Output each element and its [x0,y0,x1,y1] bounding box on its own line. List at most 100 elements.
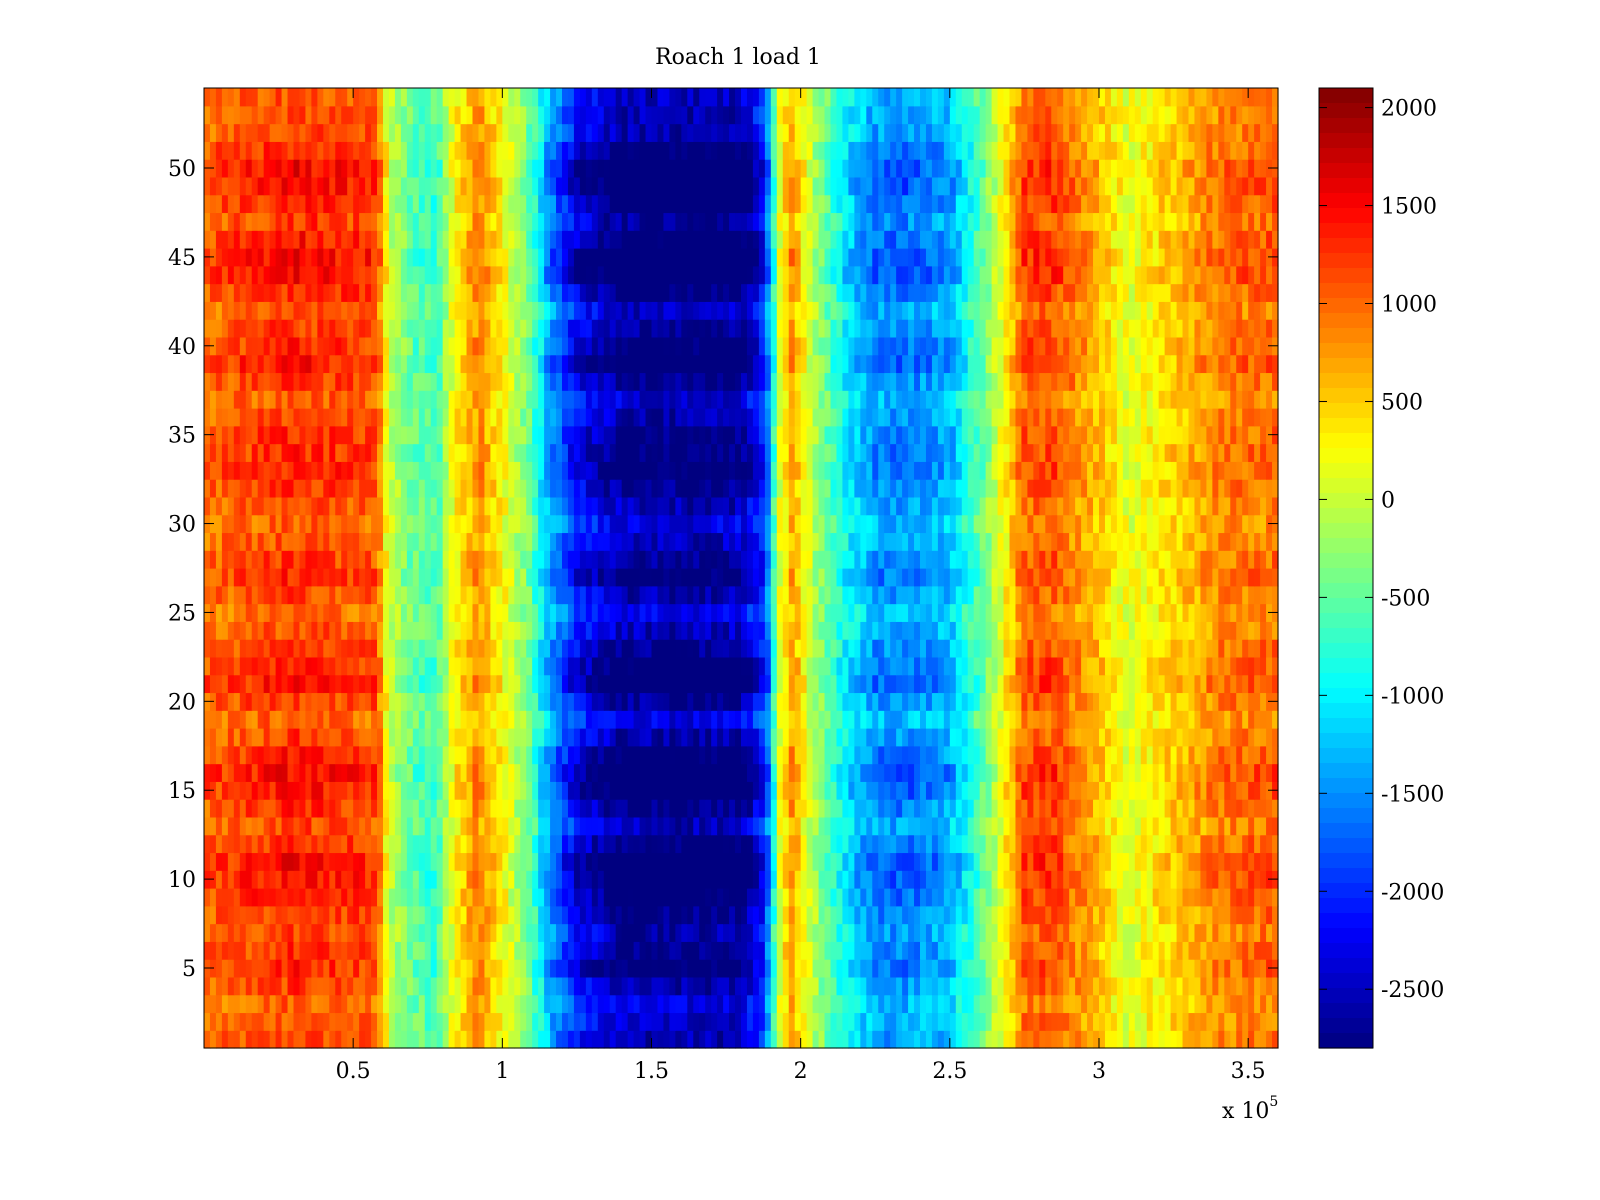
heatmap-cell [878,763,885,782]
heatmap-cell [854,799,861,818]
heatmap-cell [573,763,581,782]
heatmap-cell [1134,621,1142,640]
heatmap-cell [353,799,360,818]
heatmap-cell [1087,674,1094,694]
heatmap-cell [770,674,778,694]
heatmap-cell [406,639,414,658]
heatmap-cell [550,1012,557,1031]
heatmap-cell [645,923,653,942]
heatmap-cell [746,621,754,640]
heatmap-cell [1182,656,1190,676]
heatmap-cell [585,710,593,729]
heatmap-cell [460,834,468,854]
heatmap-cell [287,585,295,605]
heatmap-cell [317,603,324,622]
heatmap-cell [645,728,653,747]
heatmap-cell [735,621,742,640]
heatmap-cell [1260,799,1267,818]
heatmap-cell [365,1012,372,1031]
heatmap-cell [675,816,682,836]
heatmap-cell [562,799,569,818]
heatmap-cell [609,852,617,871]
heatmap-cell [388,710,396,729]
heatmap-cell [800,745,808,765]
heatmap-cell [1218,834,1225,854]
heatmap-cell [1063,941,1070,960]
heatmap-cell [538,585,545,605]
heatmap-cell [788,888,796,907]
heatmap-cell [609,763,617,782]
heatmap-cell [377,763,384,782]
heatmap-cell [287,621,295,640]
heatmap-cell [860,799,867,818]
heatmap-cell [609,656,617,676]
heatmap-cell [943,621,951,640]
heatmap-cell [717,959,724,978]
heatmap-cell [454,799,462,818]
heatmap-cell [406,852,414,871]
heatmap-cell [538,1012,545,1031]
heatmap-cell [991,1030,999,1049]
heatmap-cell [454,585,462,605]
heatmap-cell [1110,941,1118,960]
heatmap-cell [538,656,545,676]
heatmap-cell [711,852,718,871]
heatmap-cell [979,923,987,942]
heatmap-cell [424,959,432,978]
heatmap-cell [1194,959,1202,978]
heatmap-cell [639,923,647,942]
heatmap-cell [645,976,653,996]
heatmap-cell [794,656,802,676]
heatmap-cell [1039,941,1046,960]
heatmap-cell [931,994,939,1014]
heatmap-cell [991,728,999,747]
heatmap-cell [1242,799,1249,818]
heatmap-cell [556,781,563,800]
heatmap-cell [353,550,360,569]
heatmap-cell [269,870,277,889]
heatmap-cell [961,976,969,996]
heatmap-cell [920,941,927,960]
heatmap-cell [1021,639,1028,658]
heatmap-cell [544,674,551,694]
heatmap-cell [669,585,676,605]
heatmap-cell [1260,1030,1267,1049]
heatmap-cell [257,941,265,960]
heatmap-cell [729,1012,736,1031]
heatmap-cell [741,656,748,676]
heatmap-cell [1110,585,1118,605]
heatmap-cell [842,710,849,729]
heatmap-cell [400,674,408,694]
heatmap-cell [872,888,879,907]
heatmap-cell [442,1030,450,1049]
heatmap-cell [281,728,289,747]
heatmap-cell [1224,603,1231,622]
heatmap-cell [896,852,903,871]
heatmap-cell [329,585,336,605]
heatmap-cell [227,781,235,800]
heatmap-cell [979,585,987,605]
heatmap-cell [937,621,945,640]
heatmap-cell [1015,710,1023,729]
heatmap-cell [1003,888,1011,907]
heatmap-cell [418,994,426,1014]
heatmap-cell [400,816,408,836]
heatmap-cell [251,728,259,747]
heatmap-cell [723,994,730,1014]
heatmap-cell [538,816,545,836]
heatmap-cell [233,1012,241,1031]
heatmap-cell [562,923,569,942]
heatmap-cell [1009,852,1017,871]
heatmap-cell [502,870,509,889]
heatmap-cell [1081,994,1088,1014]
heatmap-cell [872,941,879,960]
heatmap-cell [502,745,509,765]
heatmap-cell [914,585,921,605]
heatmap-cell [299,816,307,836]
heatmap-cell [263,799,271,818]
heatmap-cell [687,621,694,640]
heatmap-cell [257,728,265,747]
heatmap-cell [573,692,581,711]
heatmap-cell [937,656,945,676]
heatmap-cell [257,888,265,907]
